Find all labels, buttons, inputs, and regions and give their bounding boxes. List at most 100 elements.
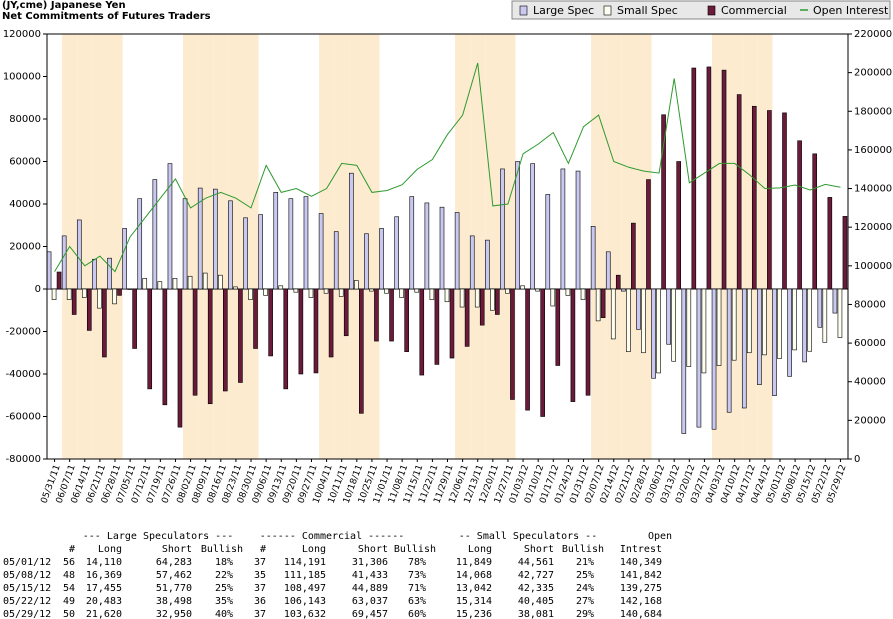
y2-tick-label: 80000 — [854, 299, 886, 310]
table-cell: 108,497 — [284, 583, 326, 594]
bar — [636, 288, 641, 330]
bar — [248, 288, 253, 300]
bar — [762, 288, 767, 356]
bar — [379, 228, 384, 290]
bar — [469, 235, 475, 290]
bar — [721, 69, 727, 290]
bar — [122, 228, 127, 290]
table-cell: 48 — [63, 570, 75, 581]
bar — [152, 179, 158, 290]
table-cell: 49 — [63, 596, 75, 607]
bar — [424, 202, 430, 290]
bar — [530, 163, 535, 290]
bar — [318, 213, 324, 290]
chart-subtitle: Net Commitments of Futures Traders — [2, 11, 211, 22]
bar — [283, 288, 289, 390]
bar — [51, 288, 57, 300]
bar — [394, 216, 399, 290]
bar — [81, 288, 87, 298]
bar — [651, 288, 656, 379]
table-cell: 18% — [215, 557, 233, 568]
table-cell: 40% — [215, 609, 233, 619]
bar — [615, 274, 621, 290]
bar — [565, 288, 571, 296]
y-tick-label: 80000 — [9, 114, 41, 125]
bar — [726, 288, 732, 413]
bar — [86, 288, 92, 331]
chart-title: (JY,cme) Japanese Yen — [2, 0, 126, 11]
bar — [132, 288, 137, 349]
bar — [419, 288, 425, 376]
y-tick-label: 120000 — [3, 29, 41, 40]
bar — [117, 288, 122, 296]
table-cell: 57,462 — [156, 570, 192, 581]
bar — [207, 288, 213, 405]
bar — [182, 198, 188, 290]
bar — [485, 239, 490, 290]
bar — [621, 288, 626, 292]
table-cell: 41,433 — [352, 570, 388, 581]
table-cell: 54 — [63, 583, 75, 594]
bar — [490, 288, 495, 311]
table-cell: 50 — [63, 609, 75, 619]
bar — [66, 288, 72, 300]
y-tick-label: 0 — [35, 284, 41, 295]
bar — [228, 200, 233, 290]
bar — [676, 161, 681, 290]
table-cell: 44,889 — [352, 583, 388, 594]
table-cell: 140,349 — [620, 557, 662, 568]
line-series — [54, 62, 841, 273]
bar — [736, 94, 742, 290]
bar — [807, 288, 813, 352]
bar — [757, 288, 762, 385]
bar — [359, 288, 364, 414]
table-cell: 25% — [576, 570, 594, 581]
table-cell: 15,314 — [456, 596, 492, 607]
table-cell: 141,842 — [620, 570, 662, 581]
bar — [570, 288, 576, 402]
bar — [167, 163, 173, 290]
bar — [661, 114, 666, 290]
bar — [102, 288, 107, 358]
table-cell: 35 — [254, 570, 266, 581]
legend-label: Commercial — [721, 4, 787, 17]
table-column-header: Short — [358, 544, 388, 555]
y2-tick-label: 100000 — [854, 261, 892, 272]
bar — [308, 288, 314, 298]
bar — [751, 105, 757, 290]
table-group-header: ------ Commercial ------ — [260, 531, 405, 542]
y-tick-label: -80000 — [6, 454, 41, 465]
bar — [268, 288, 273, 357]
stripe — [334, 34, 350, 459]
table-cell: 27% — [576, 596, 594, 607]
bar — [626, 288, 631, 352]
table-cell: 20,483 — [86, 596, 122, 607]
y2-tick-label: 60000 — [854, 338, 886, 349]
bar — [515, 161, 520, 290]
table-cell: 37 — [254, 609, 266, 619]
y2-tick-label: 40000 — [854, 377, 886, 388]
bar — [787, 288, 792, 377]
table-cell: 32,950 — [156, 609, 192, 619]
bar — [832, 288, 838, 314]
bar — [479, 288, 485, 326]
bar — [666, 288, 671, 345]
table-column-header: Long — [302, 544, 326, 555]
bar — [595, 288, 601, 322]
table-cell: 37 — [254, 557, 266, 568]
y2-tick-label: 180000 — [854, 106, 892, 117]
y2-tick-label: 220000 — [854, 29, 892, 40]
bar — [449, 288, 455, 359]
bar — [545, 194, 551, 290]
bar — [313, 288, 319, 374]
y2-tick-label: 140000 — [854, 184, 892, 195]
bar — [454, 212, 460, 290]
legend-swatch — [519, 5, 528, 16]
legend-swatch — [707, 5, 716, 16]
table-cell: 142,168 — [620, 596, 662, 607]
bar — [474, 288, 480, 308]
bar — [429, 288, 435, 300]
bar — [223, 288, 228, 392]
bar — [671, 288, 676, 362]
